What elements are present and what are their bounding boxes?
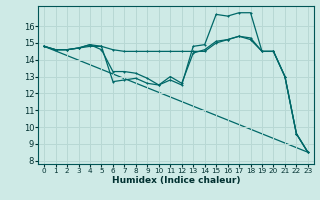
X-axis label: Humidex (Indice chaleur): Humidex (Indice chaleur) (112, 176, 240, 185)
